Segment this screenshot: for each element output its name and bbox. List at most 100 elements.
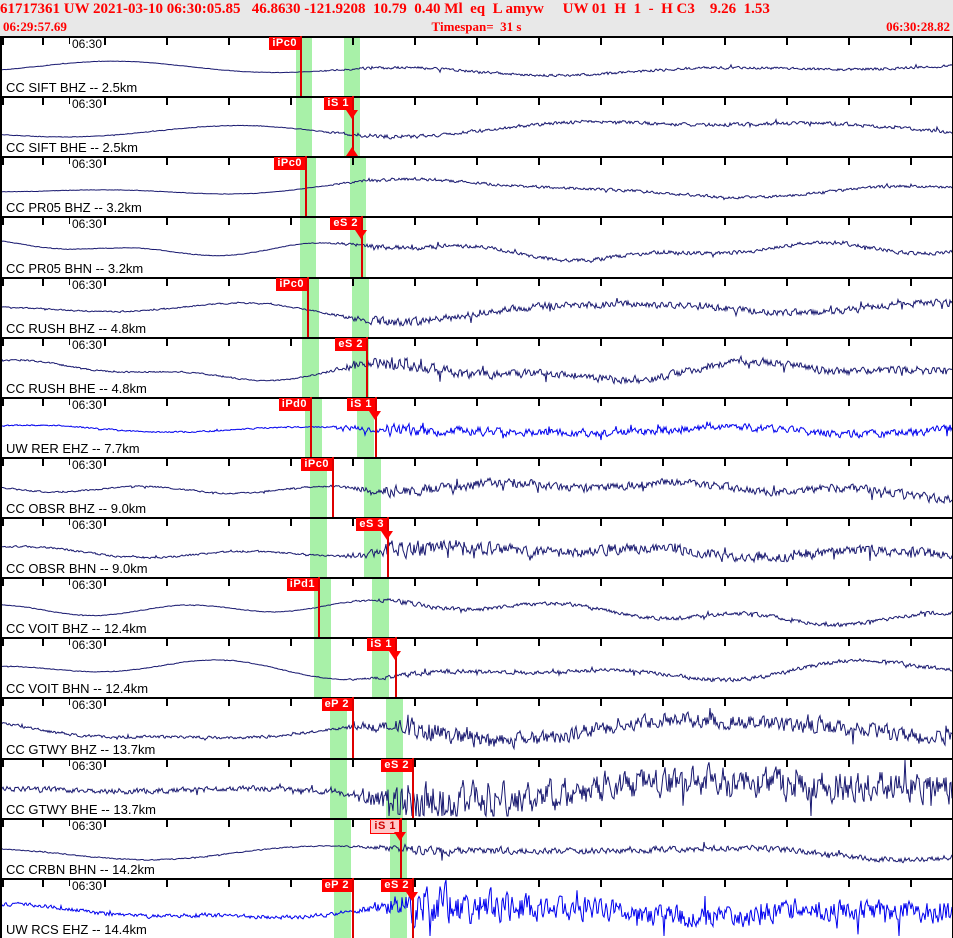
phase-pick-label[interactable]: iS 1 — [347, 398, 375, 411]
row-divider — [0, 277, 953, 279]
phase-pick-label[interactable]: iPc0 — [276, 278, 307, 291]
trace-panel[interactable]: 06:30 CC SIFT BHZ -- 2.5km iPc0 06:30 CC SIF… — [0, 36, 953, 938]
axis-tick — [166, 38, 168, 45]
axis-tick — [662, 760, 664, 767]
trace-row[interactable]: 06:30 CC RUSH BHE -- 4.8km eS 2 — [0, 337, 953, 397]
trace-row[interactable]: 06:30 CC GTWY BHZ -- 13.7km eP 2 — [0, 697, 953, 758]
axis-tick — [786, 699, 788, 706]
time-tick-mark — [69, 459, 70, 465]
end-time-label: 06:30:28.82 — [886, 19, 950, 34]
trace-row[interactable]: 06:30 CC CRBN BHN -- 14.2km iS 1 — [0, 818, 953, 878]
panel-left-border — [0, 36, 2, 96]
channel-label: CC GTWY BHE -- 13.7km — [6, 802, 157, 817]
phase-pick-label[interactable]: eS 2 — [381, 759, 412, 772]
time-tick-mark — [69, 98, 70, 104]
phase-pick-label[interactable]: iPc0 — [274, 157, 305, 170]
trace-row[interactable]: 06:30 CC PR05 BHZ -- 3.2km iPc0 — [0, 156, 953, 216]
phase-pick-label[interactable]: iPc0 — [301, 458, 332, 471]
time-tick-mark — [69, 639, 70, 645]
axis-tick — [848, 218, 850, 225]
axis-tick — [600, 399, 602, 406]
axis-tick — [414, 279, 416, 286]
panel-left-border — [0, 637, 2, 697]
axis-tick — [104, 820, 106, 827]
time-tick-mark — [69, 158, 70, 164]
axis-tick — [724, 38, 726, 45]
time-tick-mark — [69, 519, 70, 525]
axis-tick — [352, 760, 354, 767]
phase-pick-label[interactable]: eS 2 — [381, 879, 412, 892]
row-divider — [0, 637, 953, 639]
axis-tick — [662, 399, 664, 406]
trace-row[interactable]: 06:30 CC RUSH BHZ -- 4.8km iPc0 — [0, 277, 953, 337]
axis-tick — [476, 699, 478, 706]
phase-window-highlight — [344, 36, 360, 96]
pick-flag-icon — [389, 651, 401, 660]
pick-time-line — [305, 156, 307, 216]
panel-left-border — [0, 457, 2, 517]
trace-row[interactable]: 06:30 UW RER EHZ -- 7.7km iPd0 iS 1 — [0, 397, 953, 457]
time-axis-ticks — [0, 760, 953, 767]
phase-pick-label[interactable]: iPc0 — [269, 37, 300, 50]
axis-tick — [662, 459, 664, 466]
phase-pick-label[interactable]: iS 1 — [367, 638, 395, 651]
axis-tick — [538, 38, 540, 45]
trace-row[interactable]: 06:30 CC VOIT BHN -- 12.4km iS 1 — [0, 637, 953, 697]
phase-window-highlight — [364, 457, 381, 517]
trace-row[interactable]: 06:30 CC PR05 BHN -- 3.2km eS 2 — [0, 216, 953, 277]
axis-tick — [724, 519, 726, 526]
axis-tick — [228, 880, 230, 887]
axis-tick — [476, 279, 478, 286]
axis-tick — [662, 38, 664, 45]
phase-pick-label[interactable]: eS 2 — [330, 217, 361, 230]
axis-tick — [910, 760, 912, 767]
axis-tick — [538, 218, 540, 225]
row-divider — [0, 577, 953, 579]
time-tick-label: 06:30 — [69, 459, 102, 472]
trace-row[interactable]: 06:30 CC GTWY BHE -- 13.7km eS 2 — [0, 758, 953, 818]
time-tick-mark — [69, 38, 70, 44]
time-header-line: 06:29:57.69 Timespan= 31 s 06:30:28.82 — [0, 18, 953, 36]
time-tick-mark — [69, 699, 70, 705]
axis-tick — [290, 820, 292, 827]
axis-tick — [910, 279, 912, 286]
trace-row[interactable]: 06:30 UW RCS EHZ -- 14.4km eP 2 eS 2 — [0, 878, 953, 938]
channel-label: CC GTWY BHZ -- 13.7km — [6, 742, 156, 757]
phase-pick-label[interactable]: eS 2 — [335, 338, 366, 351]
time-tick-label: 06:30 — [69, 639, 102, 652]
phase-pick-label[interactable]: iPd1 — [286, 578, 318, 591]
time-tick-label: 06:30 — [69, 279, 102, 292]
phase-pick-label[interactable]: eP 2 — [321, 698, 352, 711]
trace-row[interactable]: 06:30 CC OBSR BHZ -- 9.0km iPc0 — [0, 457, 953, 517]
axis-tick — [42, 218, 44, 225]
phase-window-highlight — [314, 637, 331, 697]
waveform-trace — [0, 536, 953, 564]
phase-pick-label[interactable]: eS 3 — [356, 518, 387, 531]
axis-tick — [848, 820, 850, 827]
axis-tick — [476, 98, 478, 105]
axis-tick — [414, 459, 416, 466]
axis-tick — [476, 639, 478, 646]
axis-tick — [724, 639, 726, 646]
phase-pick-label[interactable]: iS 1 — [324, 97, 352, 110]
phase-pick-label[interactable]: iPd0 — [278, 398, 310, 411]
phase-pick-label[interactable]: eP 2 — [321, 879, 352, 892]
axis-tick — [166, 699, 168, 706]
axis-tick — [166, 459, 168, 466]
trace-row[interactable]: 06:30 CC SIFT BHZ -- 2.5km iPc0 — [0, 36, 953, 96]
phase-pick-label[interactable]: iS 1 — [370, 819, 400, 834]
axis-tick — [476, 38, 478, 45]
pick-time-line — [412, 758, 414, 818]
axis-tick — [228, 399, 230, 406]
panel-left-border — [0, 818, 2, 878]
trace-row[interactable]: 06:30 CC SIFT BHE -- 2.5km iS 1 — [0, 96, 953, 156]
waveform-trace — [0, 841, 953, 864]
axis-tick — [290, 339, 292, 346]
trace-row[interactable]: 06:30 CC OBSR BHN -- 9.0km eS 3 — [0, 517, 953, 577]
axis-tick — [600, 519, 602, 526]
axis-tick — [910, 639, 912, 646]
row-divider — [0, 457, 953, 459]
trace-row[interactable]: 06:30 CC VOIT BHZ -- 12.4km iPd1 — [0, 577, 953, 637]
axis-tick — [228, 639, 230, 646]
axis-tick — [104, 639, 106, 646]
